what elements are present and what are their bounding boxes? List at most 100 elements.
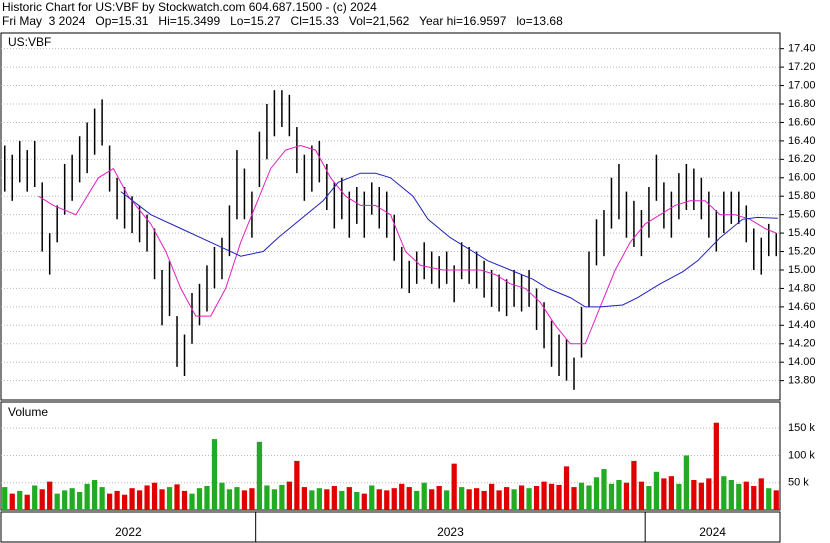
chart-title: Historic Chart for US:VBF by Stockwatch.… xyxy=(2,0,377,14)
volume-bar xyxy=(294,460,300,510)
volume-bar xyxy=(309,490,315,510)
y-tick-label: 14.80 xyxy=(788,282,816,294)
volume-panel xyxy=(0,401,781,511)
volume-bar xyxy=(249,488,255,510)
volume-bar xyxy=(691,480,697,510)
volume-bar xyxy=(361,493,367,510)
moving-average xyxy=(120,172,778,308)
volume-bar xyxy=(24,494,30,510)
volume-bar xyxy=(136,490,143,510)
volume-bar xyxy=(2,487,8,510)
y-tick-label: 16.60 xyxy=(788,116,816,128)
volume-bar xyxy=(271,489,278,510)
volume-bar xyxy=(578,482,585,510)
volume-bar xyxy=(204,486,210,510)
volume-bar xyxy=(751,486,757,510)
year-label: 2023 xyxy=(437,525,464,539)
volume-bar xyxy=(728,480,734,510)
volume-bar xyxy=(736,483,742,510)
volume-bar xyxy=(196,488,203,510)
volume-bar xyxy=(279,484,285,510)
volume-bar xyxy=(451,463,457,510)
volume-bar xyxy=(571,487,577,510)
y-tick-label: 14.20 xyxy=(788,338,816,350)
y-tick-label: 15.40 xyxy=(788,227,816,239)
volume-bar xyxy=(324,489,330,510)
y-tick-label: 16.00 xyxy=(788,172,816,184)
volume-bar xyxy=(631,460,637,510)
volume-bar xyxy=(481,490,487,510)
volume-bar xyxy=(286,481,293,510)
y-tick-label: 15.60 xyxy=(788,209,816,221)
y-tick-label: 14.60 xyxy=(788,301,816,313)
volume-bar xyxy=(159,489,165,510)
volume-bar xyxy=(234,487,240,510)
volume-bar xyxy=(114,490,120,510)
volume-bar xyxy=(541,481,547,510)
volume-bar xyxy=(713,422,719,510)
volume-bar xyxy=(151,482,158,510)
volume-bar xyxy=(601,469,607,510)
volume-bar xyxy=(346,487,352,510)
y-tick-label: 14.00 xyxy=(788,356,816,368)
volume-bar xyxy=(721,476,727,510)
volume-bar xyxy=(121,494,128,510)
y-tick-label: 15.20 xyxy=(788,245,816,257)
volume-bar xyxy=(189,493,195,510)
volume-bar xyxy=(414,490,420,510)
volume-bar xyxy=(181,490,188,510)
volume-bar xyxy=(586,485,592,510)
volume-tick-label: 50 k xyxy=(788,477,809,489)
price-panel xyxy=(0,32,781,401)
volume-bar xyxy=(264,485,270,510)
volume-bar xyxy=(62,490,68,510)
volume-bar xyxy=(608,483,615,510)
volume-bar xyxy=(77,492,83,510)
volume-bar xyxy=(339,490,345,510)
y-tick-label: 15.00 xyxy=(788,264,816,276)
volume-bar xyxy=(474,488,480,510)
volume-bar xyxy=(743,481,749,510)
chart-subtitle: Fri May 3 2024 Op=15.31 Hi=15.3499 Lo=15… xyxy=(2,14,563,28)
volume-tick-label: 100 k xyxy=(788,449,815,461)
volume-bar xyxy=(773,490,779,510)
volume-bar xyxy=(556,484,562,510)
volume-bar xyxy=(661,478,667,510)
volume-bar xyxy=(47,481,53,510)
volume-bar xyxy=(563,466,570,510)
volume-bar xyxy=(331,486,337,510)
volume-bar xyxy=(436,486,442,510)
volume-bar xyxy=(668,476,675,510)
volume-bar xyxy=(301,487,307,510)
volume-bar xyxy=(646,486,652,510)
volume-bar xyxy=(129,488,135,510)
volume-bar xyxy=(166,487,173,510)
volume-bar xyxy=(406,487,412,510)
volume-label: Volume xyxy=(8,405,48,419)
volume-bar xyxy=(683,455,689,510)
time-axis xyxy=(0,511,781,543)
volume-bar xyxy=(9,493,15,510)
volume-bar xyxy=(421,482,427,510)
y-tick-label: 15.80 xyxy=(788,190,816,202)
volume-tick-label: 150 k xyxy=(788,422,815,434)
volume-bar xyxy=(533,486,540,510)
volume-bar xyxy=(698,482,704,510)
volume-bar xyxy=(391,488,397,510)
volume-bar xyxy=(593,477,600,510)
volume-bar xyxy=(369,485,375,510)
year-label: 2022 xyxy=(115,525,142,539)
volume-bar xyxy=(32,485,38,510)
volume-bar xyxy=(106,493,113,510)
volume-bar xyxy=(241,490,248,510)
volume-bar xyxy=(354,492,360,510)
year-label: 2024 xyxy=(699,525,726,539)
volume-bar xyxy=(766,488,772,510)
y-tick-label: 13.80 xyxy=(788,375,816,387)
volume-bar xyxy=(623,482,630,510)
volume-bar xyxy=(384,490,390,510)
volume-bar xyxy=(638,481,645,510)
volume-bar xyxy=(511,489,517,510)
volume-bar xyxy=(653,471,660,510)
